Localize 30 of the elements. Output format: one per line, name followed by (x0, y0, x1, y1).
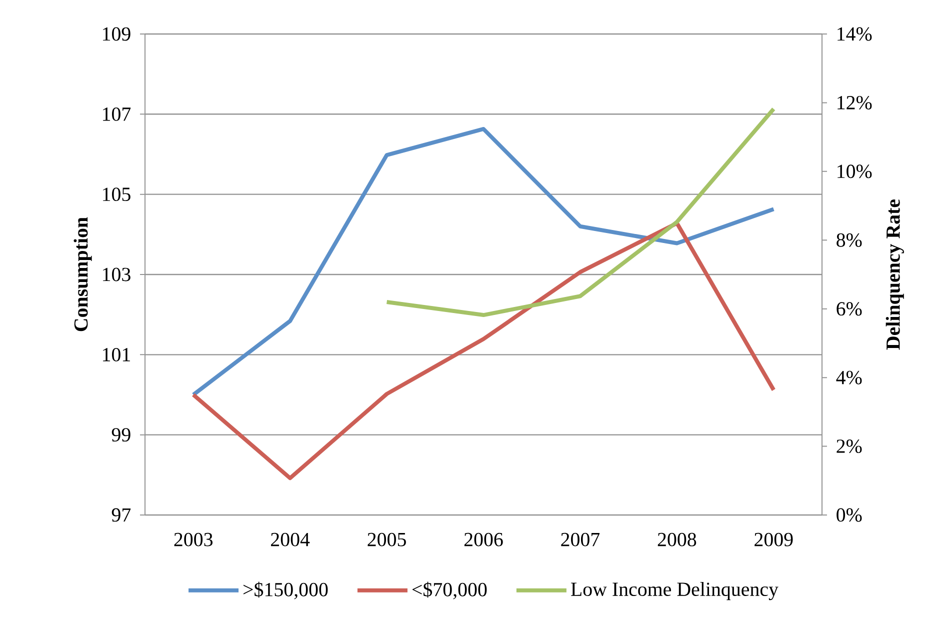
y-tick-label: 101 (103, 348, 130, 362)
legend-label: Low Income Delinquency (571, 582, 778, 600)
y-tick-label: 109 (103, 27, 130, 41)
y-tick-label: 103 (103, 268, 130, 282)
y2-tick-label: 0% (836, 508, 862, 522)
y-tick-label: 105 (103, 188, 130, 202)
y-tick-label: 99 (112, 428, 130, 442)
y-tick-label: 107 (103, 107, 131, 121)
y-axis-title: Consumption (74, 217, 92, 332)
y2-tick-label: 10% (838, 164, 872, 178)
x-tick-label: 2006 (464, 532, 503, 546)
y2-tick-label: 14% (838, 27, 872, 41)
line-series (384, 106, 776, 318)
line-series (191, 221, 776, 480)
y2-tick-label: 6% (836, 302, 862, 316)
line-series (191, 126, 776, 397)
y-tick-label: 97 (112, 508, 131, 522)
y2-tick-label: 12% (838, 96, 872, 110)
y2-tick-label: 8% (836, 233, 862, 247)
x-tick-label: 2005 (368, 532, 406, 546)
x-tick-label: 2004 (271, 532, 310, 546)
legend-label: >$150,000 (244, 582, 328, 600)
x-tick-label: 2003 (174, 532, 213, 546)
y2-tick-label: 4% (836, 370, 862, 384)
y2-axis-title: Delinquency Rate (886, 199, 904, 350)
x-tick-label: 2007 (561, 532, 600, 546)
x-tick-label: 2008 (658, 532, 696, 546)
x-tick-label: 2009 (754, 532, 793, 546)
y2-tick-label: 2% (836, 440, 862, 454)
legend-label: <$70,000 (412, 582, 487, 600)
